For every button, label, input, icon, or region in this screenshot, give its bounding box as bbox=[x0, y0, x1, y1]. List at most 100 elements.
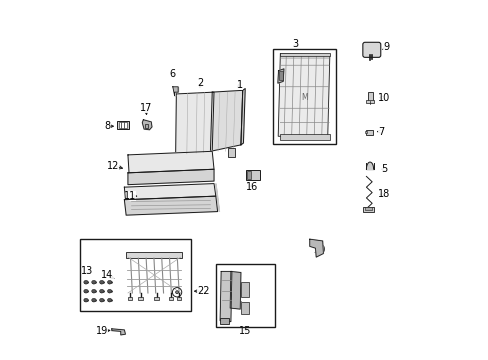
Ellipse shape bbox=[100, 289, 104, 293]
Ellipse shape bbox=[100, 298, 104, 302]
Polygon shape bbox=[124, 196, 217, 215]
Ellipse shape bbox=[107, 289, 112, 293]
Polygon shape bbox=[85, 291, 87, 292]
Polygon shape bbox=[93, 300, 95, 301]
Text: 5: 5 bbox=[381, 164, 386, 174]
Bar bbox=[138, 297, 142, 300]
Bar bbox=[279, 71, 282, 80]
Bar bbox=[220, 319, 229, 324]
Bar bbox=[121, 122, 123, 129]
Polygon shape bbox=[93, 291, 95, 292]
Bar bbox=[364, 131, 366, 134]
Text: 8: 8 bbox=[104, 121, 110, 131]
Text: 21: 21 bbox=[229, 294, 242, 304]
Polygon shape bbox=[309, 239, 323, 257]
Bar bbox=[124, 122, 126, 129]
Ellipse shape bbox=[83, 289, 88, 293]
Bar bbox=[126, 252, 182, 258]
Bar bbox=[246, 170, 260, 180]
Bar bbox=[127, 297, 132, 300]
Polygon shape bbox=[142, 120, 152, 130]
Circle shape bbox=[175, 291, 178, 294]
Bar bbox=[80, 239, 190, 311]
Text: 20: 20 bbox=[313, 245, 325, 255]
Polygon shape bbox=[175, 92, 214, 155]
Polygon shape bbox=[277, 69, 284, 83]
Polygon shape bbox=[101, 282, 102, 283]
Ellipse shape bbox=[92, 280, 96, 284]
Polygon shape bbox=[93, 291, 95, 292]
Text: 13: 13 bbox=[81, 266, 93, 276]
Bar bbox=[227, 148, 234, 157]
Bar bbox=[117, 121, 128, 129]
Text: M: M bbox=[301, 93, 307, 102]
Bar bbox=[154, 297, 159, 300]
Polygon shape bbox=[85, 282, 87, 283]
Ellipse shape bbox=[92, 298, 96, 302]
Polygon shape bbox=[128, 169, 214, 185]
Ellipse shape bbox=[107, 280, 112, 284]
Polygon shape bbox=[85, 282, 87, 283]
Polygon shape bbox=[124, 184, 215, 200]
Polygon shape bbox=[101, 300, 102, 301]
Text: 12: 12 bbox=[106, 161, 119, 171]
Bar bbox=[366, 100, 373, 103]
Bar bbox=[144, 124, 148, 128]
Text: 16: 16 bbox=[245, 182, 257, 192]
Polygon shape bbox=[241, 89, 244, 145]
Text: 11: 11 bbox=[123, 191, 136, 201]
Polygon shape bbox=[112, 329, 125, 335]
Polygon shape bbox=[210, 90, 242, 151]
Polygon shape bbox=[93, 300, 95, 301]
Polygon shape bbox=[108, 300, 110, 301]
Bar bbox=[279, 53, 329, 56]
Text: 18: 18 bbox=[377, 189, 389, 199]
Bar bbox=[367, 92, 372, 101]
Polygon shape bbox=[220, 271, 231, 321]
Bar bbox=[215, 264, 274, 327]
Polygon shape bbox=[101, 300, 102, 301]
Bar bbox=[364, 207, 371, 211]
Bar bbox=[362, 207, 373, 212]
Polygon shape bbox=[101, 291, 102, 292]
Bar bbox=[366, 130, 372, 135]
Polygon shape bbox=[278, 54, 329, 138]
Polygon shape bbox=[108, 282, 110, 283]
Bar bbox=[241, 302, 248, 315]
Text: 14: 14 bbox=[101, 270, 113, 280]
FancyBboxPatch shape bbox=[362, 42, 380, 57]
Ellipse shape bbox=[107, 298, 112, 302]
Polygon shape bbox=[108, 291, 110, 292]
Ellipse shape bbox=[100, 280, 104, 284]
Bar bbox=[279, 134, 329, 140]
Text: 1: 1 bbox=[237, 80, 243, 90]
Text: 3: 3 bbox=[292, 39, 298, 49]
Text: 7: 7 bbox=[378, 127, 384, 136]
Polygon shape bbox=[108, 291, 110, 292]
Text: 2: 2 bbox=[197, 78, 203, 88]
Polygon shape bbox=[93, 282, 95, 283]
Text: 19: 19 bbox=[96, 326, 108, 336]
Text: 10: 10 bbox=[377, 93, 389, 103]
Text: 9: 9 bbox=[382, 42, 388, 52]
Bar bbox=[168, 297, 173, 300]
Polygon shape bbox=[85, 300, 87, 301]
Ellipse shape bbox=[92, 289, 96, 293]
Bar bbox=[246, 171, 250, 179]
Polygon shape bbox=[101, 282, 102, 283]
Polygon shape bbox=[101, 291, 102, 292]
Polygon shape bbox=[85, 291, 87, 292]
Polygon shape bbox=[230, 271, 241, 309]
Text: 6: 6 bbox=[169, 69, 176, 79]
Polygon shape bbox=[85, 300, 87, 301]
Polygon shape bbox=[215, 184, 219, 212]
Bar bbox=[177, 297, 181, 300]
Bar bbox=[273, 49, 335, 144]
Bar bbox=[241, 282, 248, 297]
Polygon shape bbox=[93, 282, 95, 283]
Text: 17: 17 bbox=[140, 103, 152, 113]
Text: 22: 22 bbox=[197, 286, 209, 296]
Polygon shape bbox=[172, 87, 178, 96]
Polygon shape bbox=[128, 151, 214, 173]
Bar bbox=[119, 122, 121, 129]
